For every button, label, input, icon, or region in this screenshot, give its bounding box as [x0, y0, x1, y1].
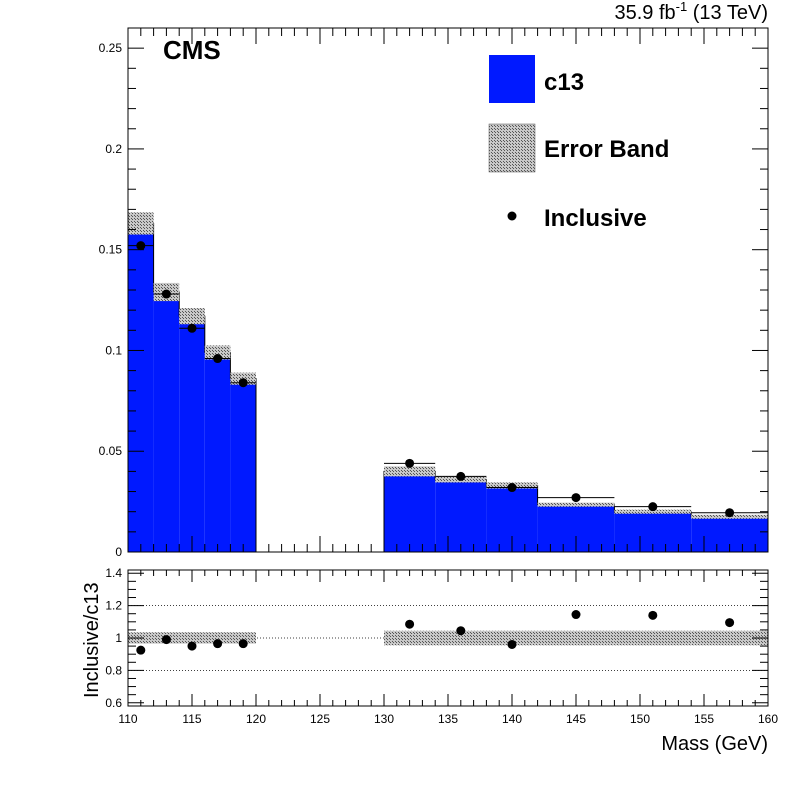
lumi-label: 35.9 fb-1 (13 TeV) [614, 0, 768, 24]
ratio-band-3 [204, 632, 231, 644]
legend-swatch-c13 [489, 55, 535, 103]
error-band-10 [614, 509, 692, 514]
ratio-band-2 [179, 632, 205, 644]
ratio-xtick-label: 155 [694, 712, 714, 726]
ratio-band-6 [435, 630, 487, 646]
ratio-xtick-label: 110 [118, 712, 137, 726]
ratio-band-9 [614, 630, 692, 646]
legend-label-error-band: Error Band [544, 136, 669, 163]
error-band-3 [204, 345, 231, 360]
inclusive-point-4 [238, 378, 248, 388]
ratio-xtick-label: 145 [566, 712, 586, 726]
main-ytick-label: 0.05 [99, 444, 123, 458]
ratio-band-7 [486, 630, 538, 646]
inclusive-point-11 [725, 508, 735, 518]
ratio-xtick-label: 115 [182, 712, 201, 726]
legend: c13 Error Band Inclusive [488, 55, 669, 232]
inclusive-point-3 [213, 354, 223, 364]
ratio-point-8 [571, 610, 581, 620]
inclusive-point-0 [136, 241, 146, 251]
x-axis-title: Mass (GeV) [661, 733, 768, 755]
hist-bar-6 [384, 471, 436, 552]
hist-bar-2 [179, 316, 205, 552]
ratio-band-5 [384, 630, 436, 646]
inclusive-point-1 [161, 289, 171, 299]
error-band-9 [537, 502, 615, 507]
legend-label-c13: c13 [544, 69, 584, 96]
ratio-point-4 [238, 639, 248, 649]
hist-bar-0 [128, 223, 154, 552]
ratio-band-8 [537, 630, 615, 646]
inclusive-point-8 [507, 483, 517, 493]
ratio-panel: 0.6 0.8 1 1.2 1.4 110 115 120 125 130 135 140 145 150… [105, 566, 778, 726]
ratio-ytick-label: 1.2 [105, 599, 122, 613]
ratio-point-10 [725, 618, 735, 628]
error-band-0 [128, 212, 154, 235]
ratio-point-9 [648, 610, 658, 620]
inclusive-point-7 [456, 471, 466, 481]
ratio-band-10 [691, 630, 768, 646]
ratio-xtick-label: 130 [374, 712, 394, 726]
ratio-xtick-label: 120 [246, 712, 266, 726]
ratio-point-5 [405, 619, 415, 629]
ratio-xtick-label: 160 [758, 712, 778, 726]
ratio-ytick-label: 0.8 [105, 663, 122, 677]
ratio-point-3 [213, 639, 223, 649]
ratio-ytick-label: 1 [115, 631, 122, 645]
hist-bar-7 [435, 479, 487, 552]
error-band-6 [384, 466, 436, 477]
ratio-xtick-label: 135 [438, 712, 458, 726]
ratio-point-6 [456, 626, 466, 636]
ratio-point-0 [136, 645, 146, 655]
legend-swatch-error-band [488, 123, 536, 173]
hist-bar-4 [230, 378, 256, 552]
ratio-point-7 [507, 639, 517, 649]
ratio-ytick-label: 0.6 [105, 696, 122, 710]
main-ytick-label: 0.1 [105, 343, 122, 357]
main-ytick-label: 0.2 [105, 142, 122, 156]
inclusive-point-9 [571, 493, 581, 503]
hist-bar-1 [153, 292, 180, 552]
main-ytick-label: 0.15 [99, 243, 123, 257]
main-ytick-label: 0.25 [99, 41, 123, 55]
ratio-xtick-label: 125 [310, 712, 330, 726]
hist-bar-3 [204, 352, 231, 552]
main-panel: 0 0.05 0.1 0.15 0.2 0.25 [99, 27, 769, 559]
ratio-xtick-label: 150 [630, 712, 650, 726]
legend-marker-inclusive [507, 211, 517, 221]
legend-label-inclusive: Inclusive [544, 205, 647, 232]
ratio-ytick-label: 1.4 [105, 566, 122, 580]
error-band-2 [179, 308, 205, 325]
inclusive-point-2 [187, 323, 197, 333]
cms-label: CMS [163, 35, 221, 65]
ratio-band-4 [230, 632, 256, 644]
ratio-point-1 [161, 635, 171, 645]
inclusive-point-10 [648, 502, 658, 512]
ratio-y-axis-title: Inclusive/c13 [81, 582, 103, 698]
ratio-point-2 [187, 641, 197, 651]
ratio-xtick-label: 140 [502, 712, 522, 726]
inclusive-point-6 [405, 458, 415, 468]
main-ytick-label: 0 [115, 545, 122, 559]
